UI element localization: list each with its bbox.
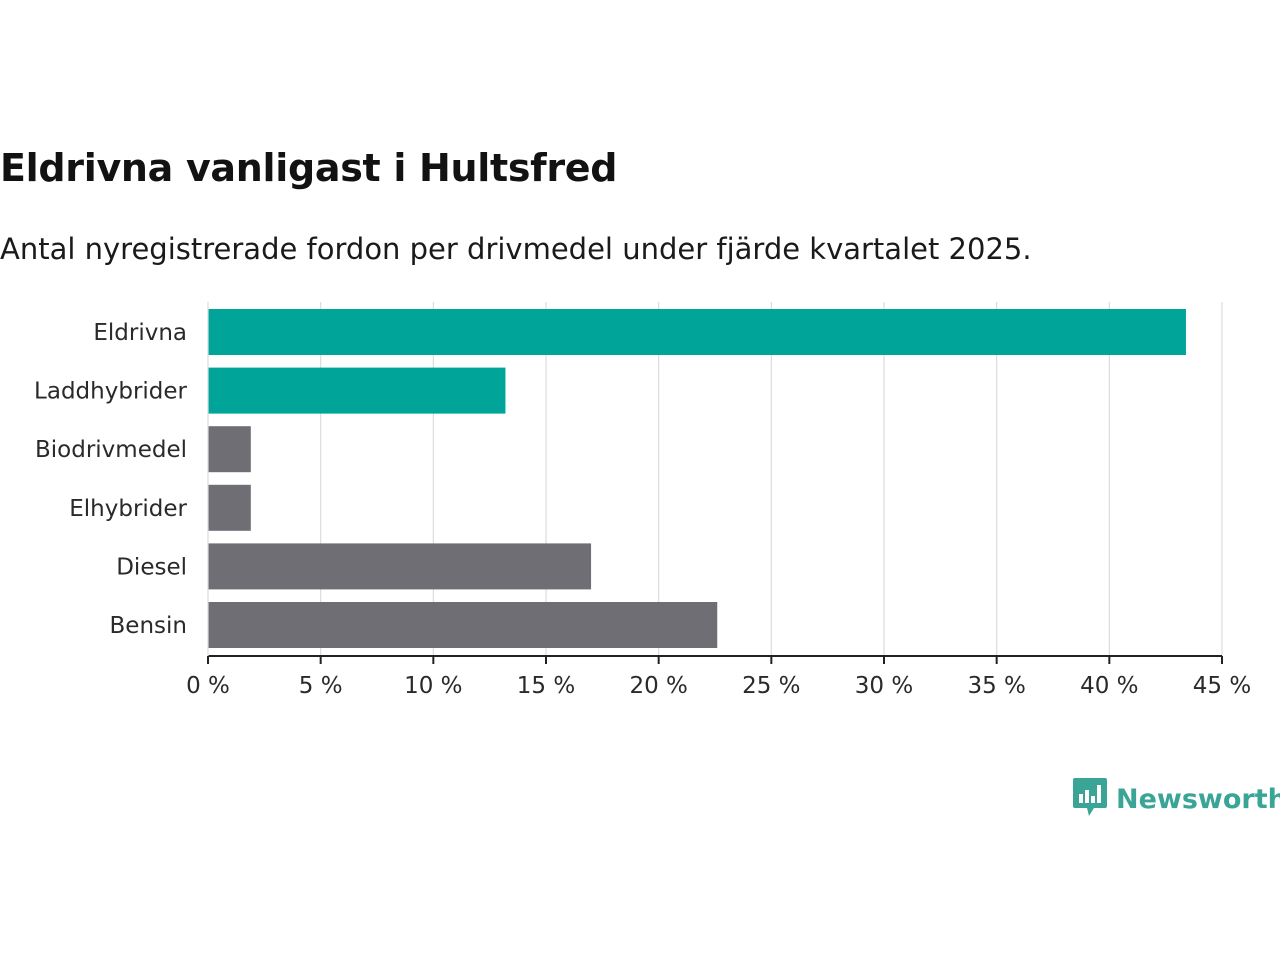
x-tick-label-40: 40 % bbox=[1080, 673, 1138, 699]
x-tick-label-45: 45 % bbox=[1193, 673, 1251, 699]
newsworthy-logo-icon bbox=[1072, 776, 1108, 822]
bars bbox=[208, 309, 1186, 648]
bar-laddhybrider bbox=[208, 367, 506, 414]
x-tick-label-15: 15 % bbox=[517, 673, 575, 699]
brand-name: Newsworthy bbox=[1116, 783, 1280, 815]
category-label-bensin: Bensin bbox=[110, 613, 187, 639]
x-axis: 0 % 5 % 10 % 15 % 20 % 25 % 30 % 35 % 40 % 45 % bbox=[186, 302, 1251, 699]
category-label-biodrivmedel: Biodrivmedel bbox=[35, 437, 187, 463]
x-tick-label-5: 5 % bbox=[299, 673, 343, 699]
x-tick-label-25: 25 % bbox=[742, 673, 800, 699]
x-tick-label-35: 35 % bbox=[967, 673, 1025, 699]
chart-title: Eldrivna vanligast i Hultsfred bbox=[0, 146, 618, 190]
bar-biodrivmedel bbox=[208, 426, 251, 473]
chart-subtitle: Antal nyregistrerade fordon per drivmede… bbox=[0, 232, 1032, 266]
bar-elhybrider bbox=[208, 484, 251, 531]
x-tick-label-0: 0 % bbox=[186, 673, 230, 699]
category-label-eldrivna: Eldrivna bbox=[93, 320, 187, 346]
x-tick-label-30: 30 % bbox=[855, 673, 913, 699]
category-labels: Eldrivna Laddhybrider Biodrivmedel Elhybrid… bbox=[34, 320, 187, 639]
x-tick-label-10: 10 % bbox=[404, 673, 462, 699]
bar-bensin bbox=[208, 602, 718, 648]
newsworthy-brand: Newsworthy bbox=[1072, 776, 1280, 822]
grid-lines bbox=[320, 302, 1223, 656]
category-label-elhybrider: Elhybrider bbox=[69, 496, 187, 522]
bar-eldrivna bbox=[208, 309, 1186, 355]
category-label-laddhybrider: Laddhybrider bbox=[34, 379, 187, 405]
x-tick-label-20: 20 % bbox=[629, 673, 687, 699]
bar-diesel bbox=[208, 543, 592, 590]
category-label-diesel: Diesel bbox=[116, 554, 187, 580]
